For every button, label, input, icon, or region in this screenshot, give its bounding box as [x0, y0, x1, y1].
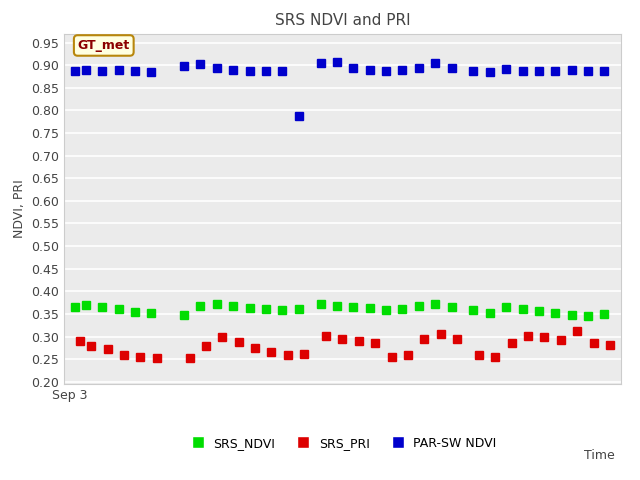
Y-axis label: NDVI, PRI: NDVI, PRI — [13, 180, 26, 238]
Text: Time: Time — [584, 449, 614, 462]
Text: GT_met: GT_met — [77, 39, 130, 52]
Title: SRS NDVI and PRI: SRS NDVI and PRI — [275, 13, 410, 28]
Legend: SRS_NDVI, SRS_PRI, PAR-SW NDVI: SRS_NDVI, SRS_PRI, PAR-SW NDVI — [183, 432, 502, 455]
